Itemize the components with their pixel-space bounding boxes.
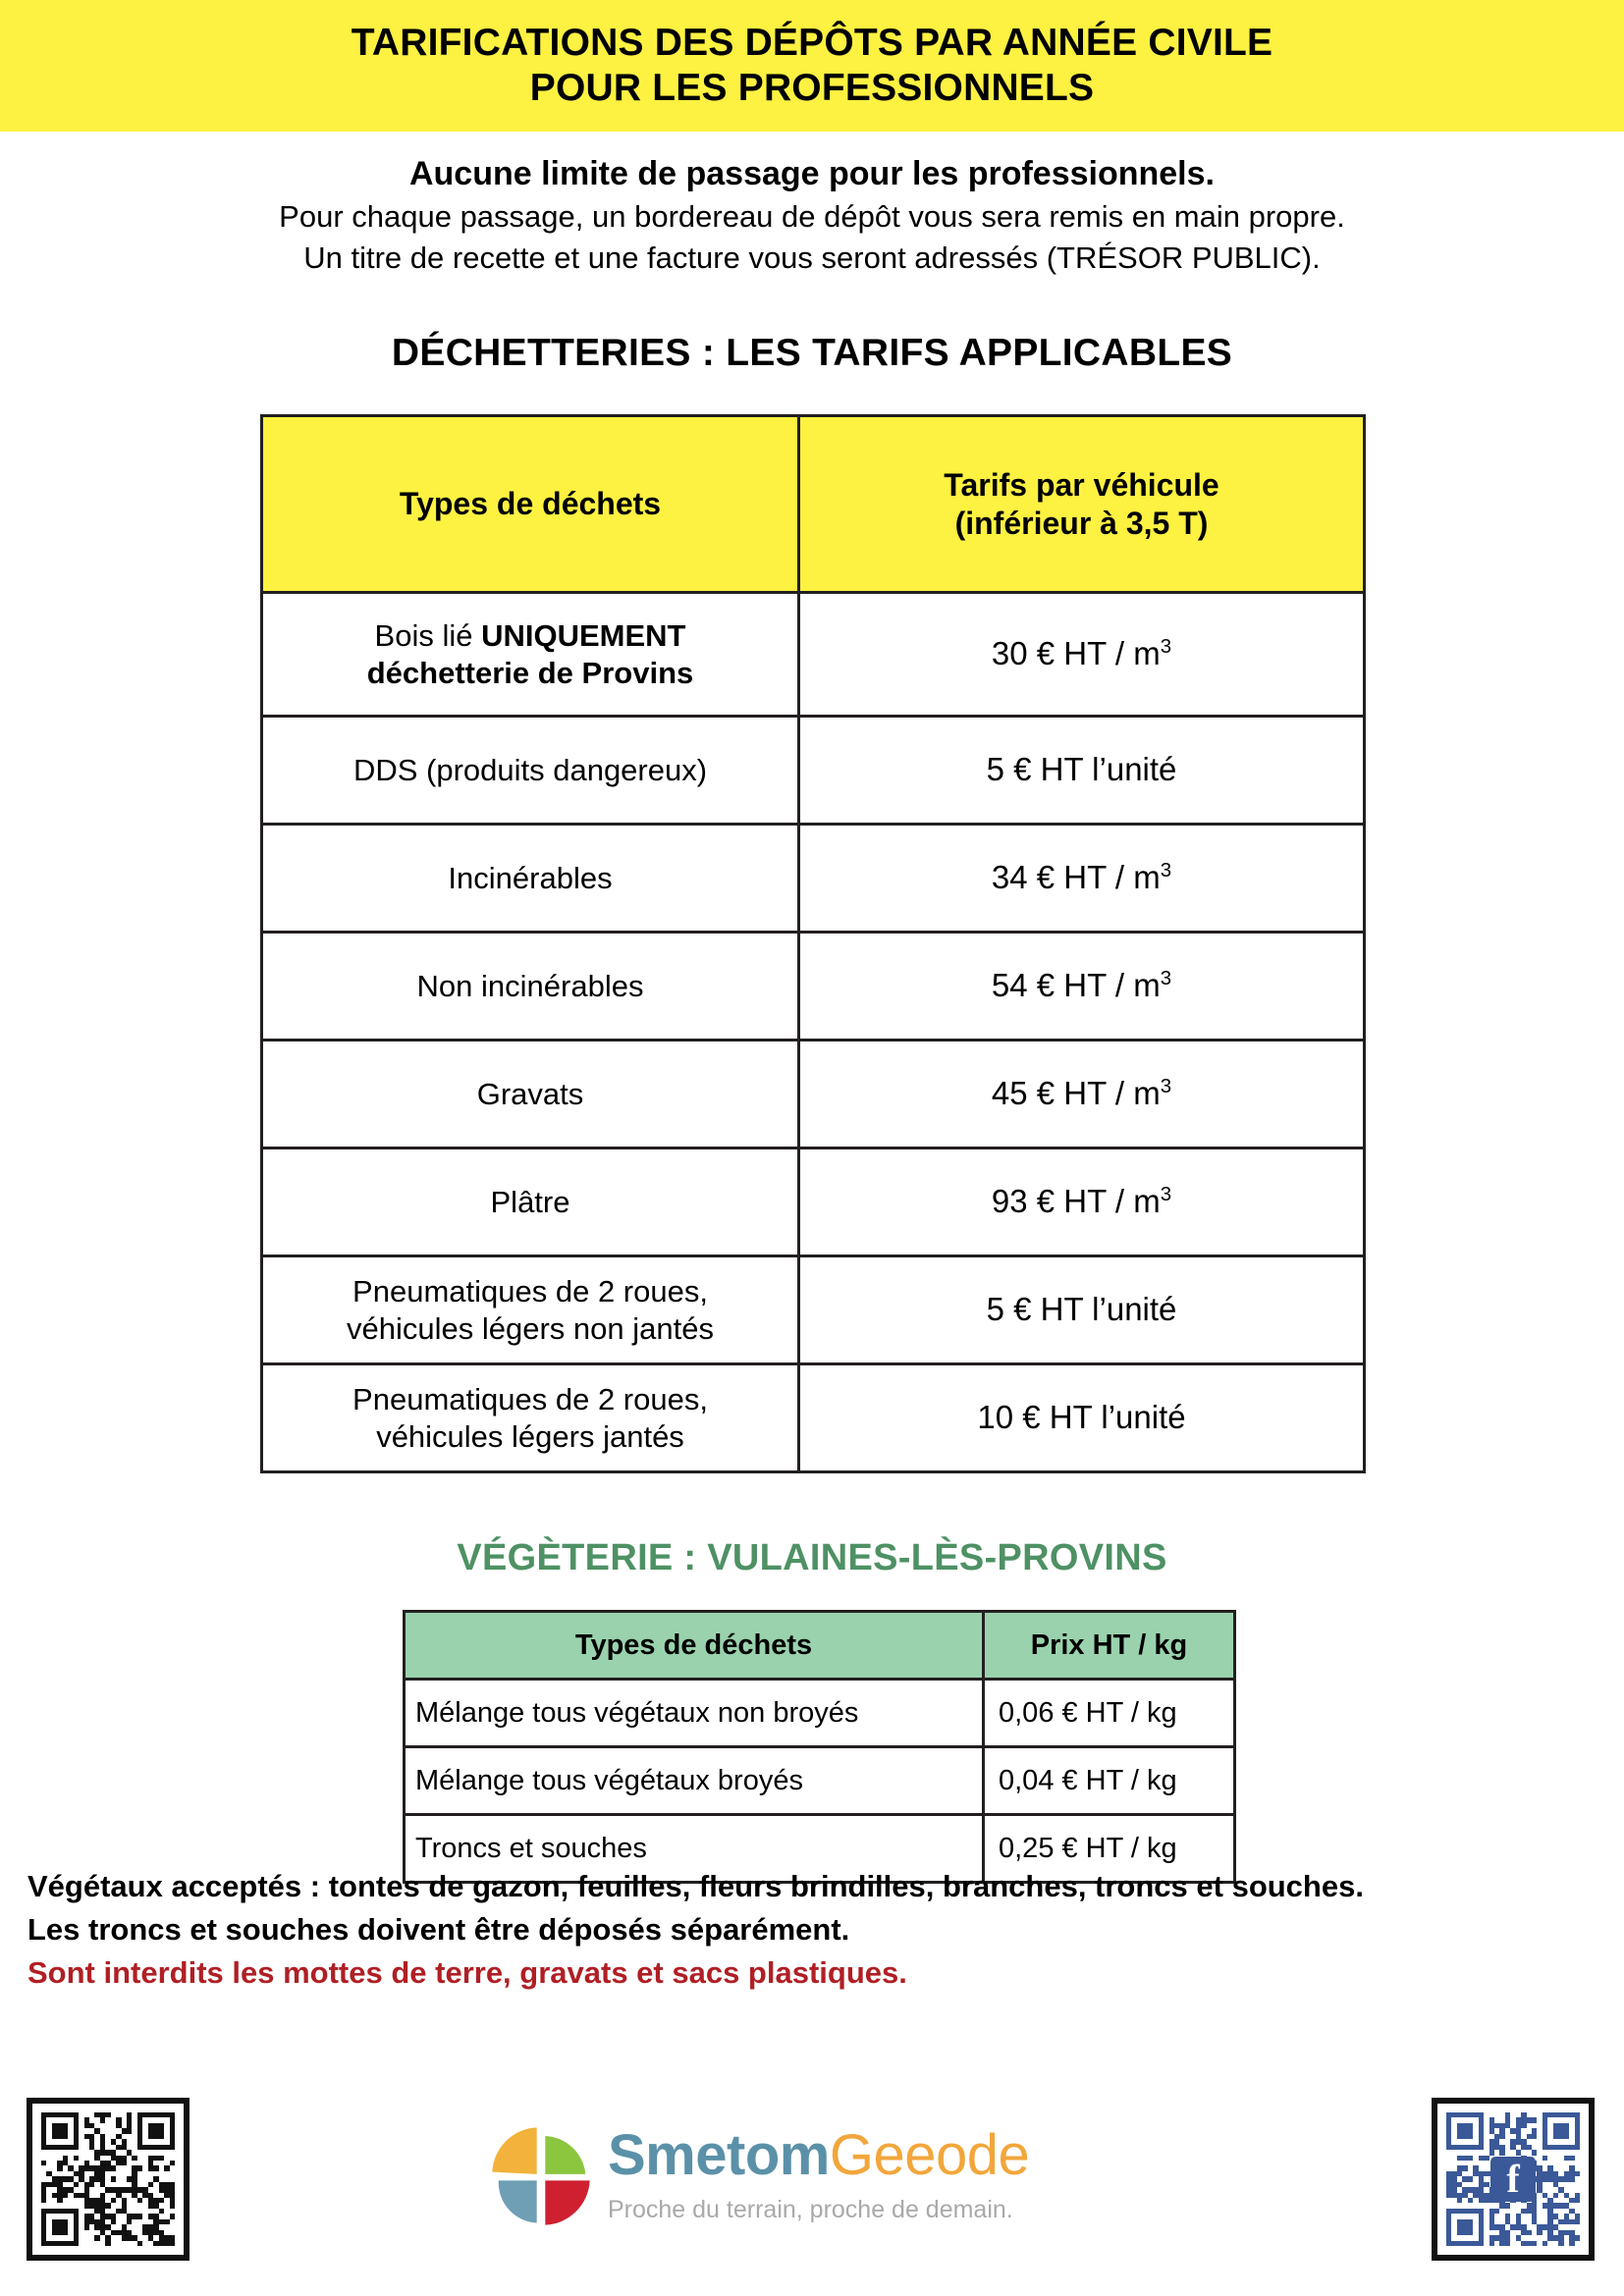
waste-type-prefix: Bois lié — [374, 617, 482, 653]
smetom-geeode-logo: SmetomGeeode Proche du terrain, proche d… — [488, 2108, 1136, 2272]
price-superscript: 3 — [1160, 635, 1172, 659]
table-row: DDS (produits dangereux) 5 € HT l’unité — [260, 715, 1366, 826]
veg-cell-price: 0,04 € HT / kg — [982, 1745, 1236, 1816]
table-row: Pneumatiques de 2 roues, véhicules léger… — [260, 1255, 1366, 1365]
price-text: 54 € HT / m — [991, 967, 1161, 1004]
cell-waste-type: Pneumatiques de 2 roues, véhicules léger… — [260, 1255, 800, 1365]
table-row: Plâtre 93 € HT / m3 — [260, 1147, 1366, 1257]
header-waste-type: Types de déchets — [260, 414, 800, 594]
cell-waste-type: Bois lié UNIQUEMENT déchetterie de Provi… — [260, 591, 800, 718]
waste-type-line1: Pneumatiques de 2 roues, — [352, 1381, 708, 1416]
waste-type-line2: véhicules légers jantés — [376, 1418, 684, 1454]
cell-price: 10 € HT l’unité — [797, 1362, 1366, 1473]
cell-waste-type: Non incinérables — [260, 931, 800, 1041]
pinwheel-logo-icon — [492, 2127, 590, 2225]
logo-wordmark: SmetomGeeode Proche du terrain, proche d… — [608, 2127, 1030, 2224]
qr-code-website-matrix — [41, 2112, 175, 2246]
price-superscript: 3 — [1160, 967, 1172, 990]
veg-header-price: Prix HT / kg — [982, 1610, 1236, 1681]
intro-line-2: Pour chaque passage, un bordereau de dép… — [279, 198, 1345, 234]
intro-block: Aucune limite de passage pour les profes… — [0, 152, 1624, 280]
footer-notes: Végétaux acceptés : tontes de gazon, feu… — [27, 1865, 1598, 1995]
price-text: 34 € HT / m — [991, 859, 1161, 896]
price-text: 10 € HT l’unité — [977, 1399, 1186, 1436]
waste-type-emphasis-line2: déchetterie de Provins — [366, 655, 694, 690]
logo-word-geeode: Geeode — [829, 2123, 1030, 2187]
logo-tagline: Proche du terrain, proche de demain. — [608, 2196, 1013, 2223]
cell-price: 5 € HT l’unité — [797, 715, 1366, 826]
header-price-line1: Tarifs par véhicule — [944, 467, 1219, 504]
logo-word-smetom: Smetom — [608, 2123, 830, 2187]
cell-price: 30 € HT / m3 — [797, 591, 1366, 718]
veg-cell-waste-type: Troncs et souches — [403, 1813, 985, 1884]
veg-table-row: Mélange tous végétaux broyés 0,04 € HT /… — [403, 1745, 1236, 1816]
note-trunks-separate: Les troncs et souches doivent être dépos… — [27, 1912, 850, 1948]
price-text: 45 € HT / m — [991, 1075, 1161, 1112]
banner-title-line2: POUR LES PROFESSIONNELS — [529, 67, 1095, 109]
price-text: 5 € HT l’unité — [986, 1291, 1177, 1328]
banner-title-line1: TARIFICATIONS DES DÉPÔTS PAR ANNÉE CIVIL… — [351, 21, 1273, 64]
veg-cell-waste-type: Mélange tous végétaux broyés — [403, 1745, 985, 1816]
dechetteries-section-title: DÉCHETTERIES : LES TARIFS APPLICABLES — [391, 332, 1233, 374]
table-row: Gravats 45 € HT / m3 — [260, 1039, 1366, 1149]
header-banner: TARIFICATIONS DES DÉPÔTS PAR ANNÉE CIVIL… — [0, 0, 1624, 132]
vegeterie-tariff-table: Types de déchets Prix HT / kg Mélange to… — [403, 1610, 1236, 1884]
table-row: Incinérables 34 € HT / m3 — [260, 823, 1366, 934]
facebook-icon: f — [1490, 2157, 1536, 2202]
table-row: Non incinérables 54 € HT / m3 — [260, 931, 1366, 1041]
table-header-row: Types de déchets Tarifs par véhicule (in… — [260, 414, 1366, 594]
veg-cell-waste-type: Mélange tous végétaux non broyés — [403, 1678, 985, 1748]
price-text: 93 € HT / m — [991, 1183, 1161, 1220]
veg-header-waste-type: Types de déchets — [403, 1610, 985, 1681]
footer-bar: SmetomGeeode Proche du terrain, proche d… — [0, 2096, 1624, 2292]
waste-type-line1: Pneumatiques de 2 roues, — [352, 1273, 708, 1308]
veg-cell-price: 0,25 € HT / kg — [982, 1813, 1236, 1884]
cell-price: 93 € HT / m3 — [797, 1147, 1366, 1257]
cell-price: 5 € HT l’unité — [797, 1255, 1366, 1365]
cell-waste-type: Incinérables — [260, 823, 800, 934]
price-superscript: 3 — [1160, 1075, 1172, 1098]
vegeterie-section-title: VÉGÈTERIE : VULAINES-LÈS-PROVINS — [457, 1537, 1167, 1578]
table-row: Pneumatiques de 2 roues, véhicules léger… — [260, 1362, 1366, 1473]
qr-code-facebook-matrix — [1446, 2112, 1580, 2246]
veg-header-row: Types de déchets Prix HT / kg — [403, 1610, 1236, 1681]
cell-waste-type: DDS (produits dangereux) — [260, 715, 800, 826]
price-superscript: 3 — [1160, 1183, 1172, 1206]
waste-type-emphasis: UNIQUEMENT — [481, 617, 686, 653]
header-price-line2: (inférieur à 3,5 T) — [954, 505, 1209, 541]
veg-table-row: Troncs et souches 0,25 € HT / kg — [403, 1813, 1236, 1884]
note-forbidden-items: Sont interdits les mottes de terre, grav… — [27, 1955, 907, 1991]
veg-cell-price: 0,06 € HT / kg — [982, 1678, 1236, 1748]
table-row: Bois lié UNIQUEMENT déchetterie de Provi… — [260, 591, 1366, 718]
cell-waste-type: Pneumatiques de 2 roues, véhicules léger… — [260, 1362, 800, 1473]
intro-headline: Aucune limite de passage pour les profes… — [408, 155, 1215, 192]
header-price-per-vehicle: Tarifs par véhicule (inférieur à 3,5 T) — [797, 414, 1366, 594]
intro-line-3: Un titre de recette et une facture vous … — [303, 240, 1321, 276]
cell-waste-type: Gravats — [260, 1039, 800, 1149]
veg-table-row: Mélange tous végétaux non broyés 0,06 € … — [403, 1678, 1236, 1748]
cell-waste-type: Plâtre — [260, 1147, 800, 1257]
qr-code-facebook[interactable]: f — [1432, 2098, 1595, 2261]
price-text: 5 € HT l’unité — [986, 751, 1177, 788]
note-accepted-green-waste: Végétaux acceptés : tontes de gazon, feu… — [27, 1869, 1364, 1903]
price-superscript: 3 — [1160, 859, 1172, 882]
price-text: 30 € HT / m — [991, 635, 1161, 672]
qr-code-website[interactable] — [27, 2098, 189, 2261]
logo-word-line: SmetomGeeode — [608, 2127, 1030, 2184]
dechetteries-tariff-table: Types de déchets Tarifs par véhicule (in… — [260, 414, 1366, 1473]
cell-price: 34 € HT / m3 — [797, 823, 1366, 934]
cell-price: 45 € HT / m3 — [797, 1039, 1366, 1149]
waste-type-line2: véhicules légers non jantés — [347, 1310, 714, 1346]
cell-price: 54 € HT / m3 — [797, 931, 1366, 1041]
